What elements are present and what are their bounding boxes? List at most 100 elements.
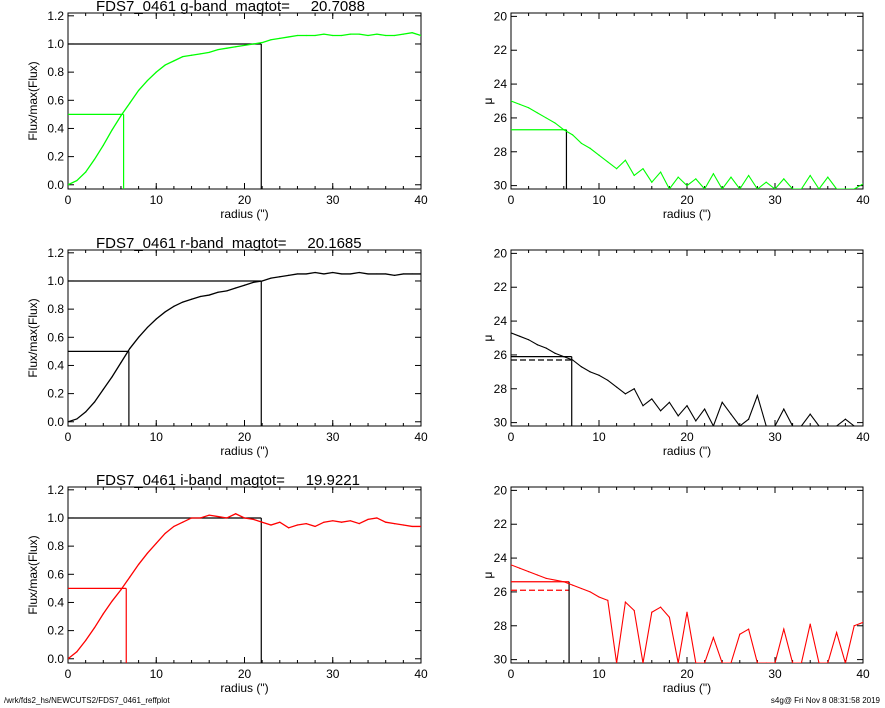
data-point [774,425,776,426]
panel-g-surface-brightness: 0 10 20 30 40 20 22 24 26 28 30 radius (") μ [481,9,870,221]
data-point [827,176,829,178]
data-point [164,532,166,535]
data-point [633,174,635,177]
data-point [85,171,87,173]
data-point [182,521,184,523]
data-point [536,112,539,114]
data-point [862,183,863,185]
y-axis-label: μ [481,97,495,104]
x-axis-label: radius (") [220,681,268,695]
data-point [660,606,662,608]
data-point [358,523,360,525]
data-point [783,628,785,630]
data-point [536,574,539,576]
data-point [235,46,237,48]
x-tick-label: 20 [238,667,252,681]
x-tick-label: 30 [768,193,782,207]
x-tick-label: 30 [768,430,782,444]
data-point [616,386,618,388]
data-point [93,627,96,629]
chart-title: FDS7_0461 r-band magtot= 20.1685 [96,235,362,252]
y-tick-label: 1.2 [47,9,64,23]
data-point [314,34,316,37]
data-point [164,311,166,313]
data-point [598,596,600,598]
data-point [519,103,521,105]
data-point [270,277,272,279]
plot-frame [67,12,422,190]
data-point [836,631,838,634]
data-point [739,188,741,189]
data-point [668,188,670,189]
data-point [393,274,396,276]
data-point [756,188,758,189]
data-point [545,347,547,349]
panel-i-surface-brightness: 0 10 20 30 40 20 22 24 26 28 30 radius (") μ [481,483,870,695]
data-point [616,168,618,170]
data-point [651,398,653,400]
data-point [598,154,600,156]
data-point [686,185,688,187]
data-point [385,521,387,523]
data-point [695,178,697,180]
data-point [182,56,184,58]
data-point [182,301,184,303]
data-point [235,513,237,515]
y-tick-label: 1.0 [47,37,64,51]
data-point [836,188,838,189]
data-point [129,102,131,104]
data-point [226,290,228,292]
chart-title: FDS7_0461 g-band magtot= 20.7088 [96,0,365,15]
x-tick-label: 10 [592,193,606,207]
data-point [818,188,820,189]
data-point [138,336,140,338]
y-tick-label: 26 [494,348,508,362]
plot-area [68,32,421,189]
data-point [120,115,122,117]
panel-r-surface-brightness: 0 10 20 30 40 20 22 24 26 28 30 radius (") μ [481,246,870,458]
x-tick-label: 0 [65,430,72,444]
y-axis-label: μ [481,334,495,341]
data-point [93,401,96,403]
data-point [288,274,290,276]
data-point [607,161,609,163]
data-point [129,576,131,578]
panel-r-growth-curve: 0 10 20 30 40 0.0 0.2 0.4 0.6 0.8 1.0 1.2 radius (")… [26,235,428,458]
plot-area [511,100,863,189]
y-tick-label: 1.0 [47,511,64,525]
x-tick-label: 0 [508,430,515,444]
y-axis-label: Flux/max(Flux) [26,535,40,614]
data-point [642,662,644,663]
data-point [323,273,325,275]
x-axis-label: radius (") [220,444,268,458]
y-tick-label: 30 [494,416,508,430]
data-point [554,122,556,124]
data-point [138,563,140,566]
data-point [677,662,679,663]
data-point [783,178,785,180]
x-tick-label: 40 [856,430,870,444]
x-tick-label: 0 [65,667,72,681]
data-point [563,129,565,131]
data-point [844,662,846,663]
data-point [554,579,556,581]
series-line [68,271,421,423]
data-point [402,524,404,526]
data-point [102,613,104,615]
plot-area [68,513,421,663]
y-tick-label: 0.8 [47,302,64,316]
data-point [226,47,228,49]
plot-frame [510,249,864,427]
data-point [853,625,855,627]
x-axis-label: radius (") [663,207,711,221]
y-tick-label: 28 [494,382,508,396]
data-point [420,34,421,37]
data-point [279,37,281,39]
data-point [511,332,512,334]
data-point [376,33,378,35]
data-point [616,662,618,663]
x-tick-label: 20 [238,430,252,444]
data-point [748,418,750,420]
series-line [511,564,863,663]
